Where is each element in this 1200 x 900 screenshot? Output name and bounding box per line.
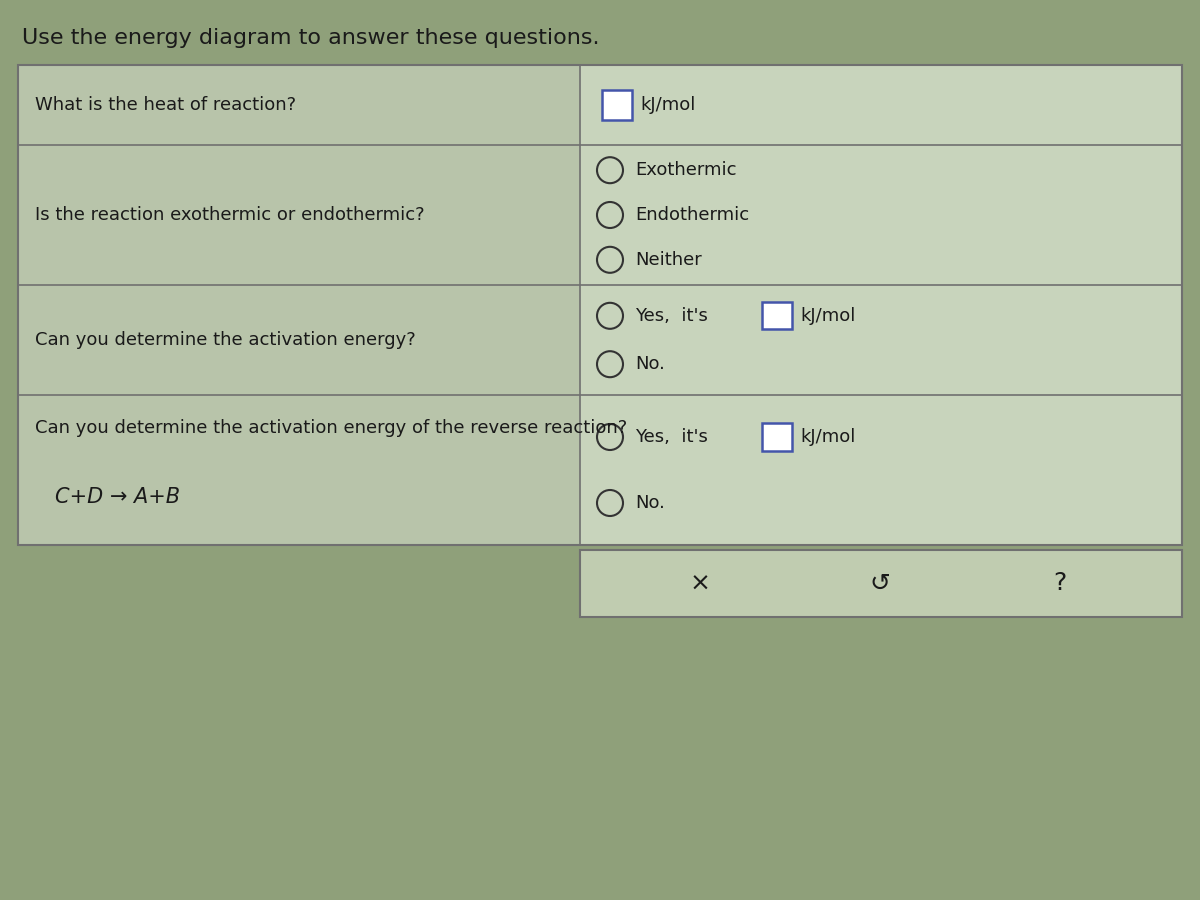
Text: What is the heat of reaction?: What is the heat of reaction? <box>35 96 296 114</box>
Text: kJ/mol: kJ/mol <box>800 307 856 325</box>
FancyBboxPatch shape <box>762 302 792 329</box>
Text: Yes,  it's: Yes, it's <box>635 428 714 446</box>
Text: ↺: ↺ <box>870 572 890 596</box>
Text: Endothermic: Endothermic <box>635 206 749 224</box>
Text: Neither: Neither <box>635 251 702 269</box>
Text: No.: No. <box>635 356 665 373</box>
Text: Is the reaction exothermic or endothermic?: Is the reaction exothermic or endothermi… <box>35 206 425 224</box>
Text: C+D → A+B: C+D → A+B <box>55 487 180 507</box>
FancyBboxPatch shape <box>580 65 1182 545</box>
Text: ×: × <box>690 572 710 596</box>
Text: kJ/mol: kJ/mol <box>800 428 856 446</box>
Text: Exothermic: Exothermic <box>635 161 737 179</box>
Text: kJ/mol: kJ/mol <box>640 96 695 114</box>
Text: ?: ? <box>1054 572 1067 596</box>
Text: Use the energy diagram to answer these questions.: Use the energy diagram to answer these q… <box>22 28 600 48</box>
FancyBboxPatch shape <box>18 65 580 545</box>
Text: No.: No. <box>635 494 665 512</box>
FancyBboxPatch shape <box>602 90 632 120</box>
Text: Can you determine the activation energy of the reverse reaction?: Can you determine the activation energy … <box>35 419 628 437</box>
Text: Can you determine the activation energy?: Can you determine the activation energy? <box>35 331 415 349</box>
FancyBboxPatch shape <box>580 550 1182 617</box>
Text: Yes,  it's: Yes, it's <box>635 307 714 325</box>
FancyBboxPatch shape <box>762 424 792 451</box>
